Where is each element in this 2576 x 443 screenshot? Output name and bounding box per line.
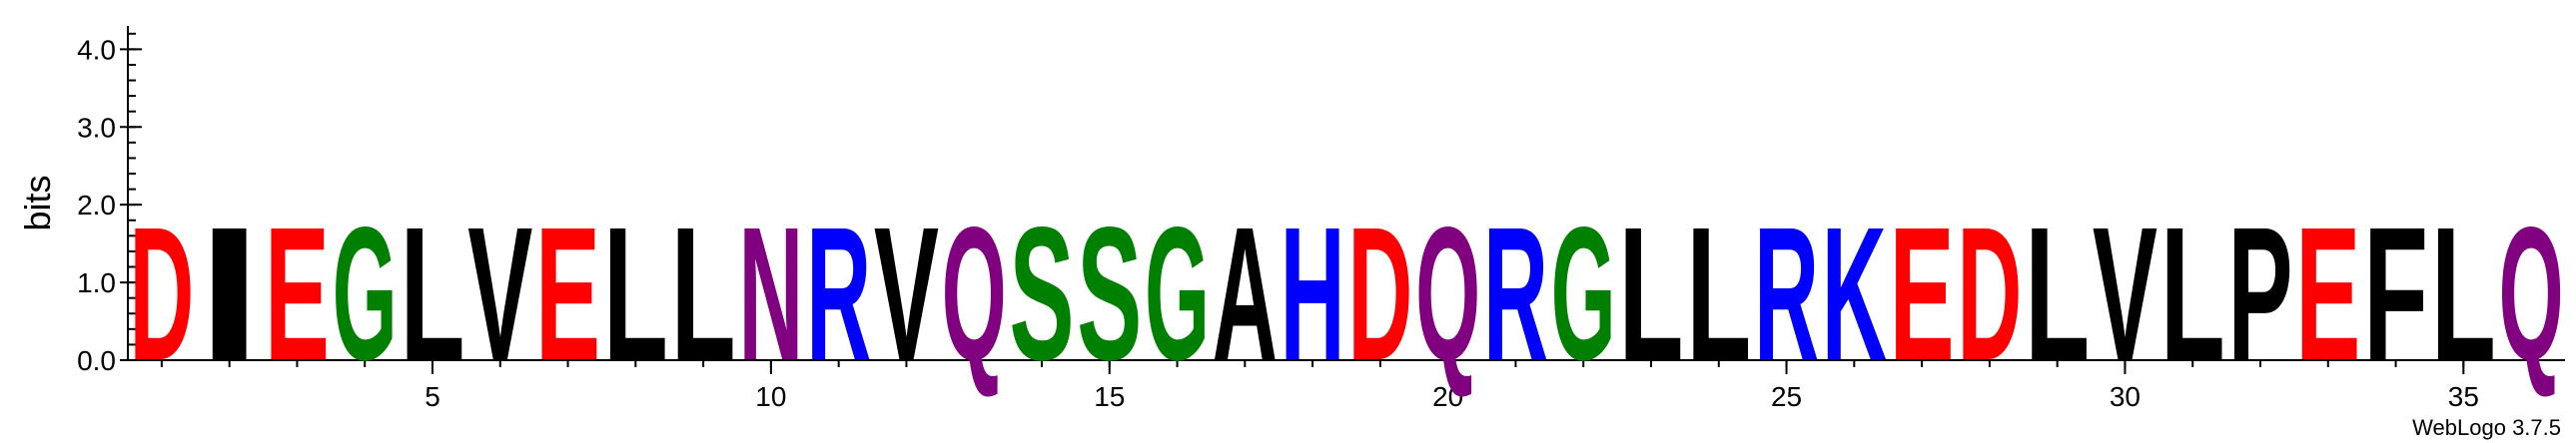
logo-letter: E [265, 189, 330, 401]
y-tick-label: 1.0 [77, 267, 116, 298]
logo-letter: I [197, 189, 262, 400]
x-tick-label: 35 [2448, 381, 2479, 412]
logo-letter: E [535, 189, 600, 401]
logo-letter: D [129, 187, 194, 399]
logo-letter: V [874, 189, 939, 401]
logo-letter: G [1551, 189, 1616, 400]
logo-letter: P [2227, 189, 2292, 401]
y-tick-label: 4.0 [77, 34, 116, 65]
x-tick-label: 25 [1771, 381, 1802, 412]
x-axis: 5 10 15 20 25 30 35 [128, 359, 2565, 412]
y-axis-title: bits [17, 175, 58, 230]
logo-letter: Q [942, 189, 1007, 400]
logo-letter: E [1890, 189, 1955, 401]
logo-letter: D [1957, 187, 2022, 399]
x-tick-label: 30 [2110, 381, 2141, 412]
y-tick-label: 2.0 [77, 190, 116, 221]
logo-letter: H [1281, 187, 1345, 399]
x-tick-label: 5 [425, 381, 440, 412]
logo-letter: R [1754, 187, 1819, 399]
x-tick-label: 20 [1432, 381, 1463, 412]
logo-letter: D [1347, 187, 1412, 399]
logo-letter: L [400, 187, 464, 400]
y-tick-label: 0.0 [77, 345, 116, 376]
logo-letter: L [2160, 187, 2225, 400]
logo-letter: S [1077, 189, 1142, 401]
logo-letter: E [2295, 189, 2360, 401]
logo-letter: V [2093, 189, 2157, 401]
logo-letter: L [2431, 187, 2496, 400]
logo-letter: L [671, 187, 736, 400]
logo-letter: G [1145, 189, 1210, 400]
logo-letter: R [806, 187, 871, 399]
logo-letter: L [603, 187, 668, 400]
weblogo-version-label: WebLogo 3.7.5 [2412, 415, 2561, 440]
logo-letter: F [2363, 187, 2428, 400]
x-tick-label: 10 [755, 381, 786, 412]
logo-letter: G [333, 189, 398, 400]
logo-letter: N [738, 187, 803, 399]
y-axis: 0.0 1.0 2.0 3.0 4.0 [77, 26, 142, 376]
logo-letter: L [1686, 187, 1751, 400]
logo-letter: S [1009, 189, 1074, 401]
logo-letter: K [1822, 187, 1887, 399]
y-tick-label: 3.0 [77, 112, 116, 143]
logo-letter: Q [1415, 189, 1480, 400]
logo-letter: L [1618, 187, 1683, 400]
x-tick-label: 15 [1094, 381, 1125, 412]
logo-letter: Q [2499, 189, 2564, 400]
logo-letter: R [1483, 187, 1548, 399]
logo-letter: L [2025, 187, 2090, 400]
logo-letter: A [1213, 187, 1278, 399]
logo-letter: V [467, 189, 532, 401]
